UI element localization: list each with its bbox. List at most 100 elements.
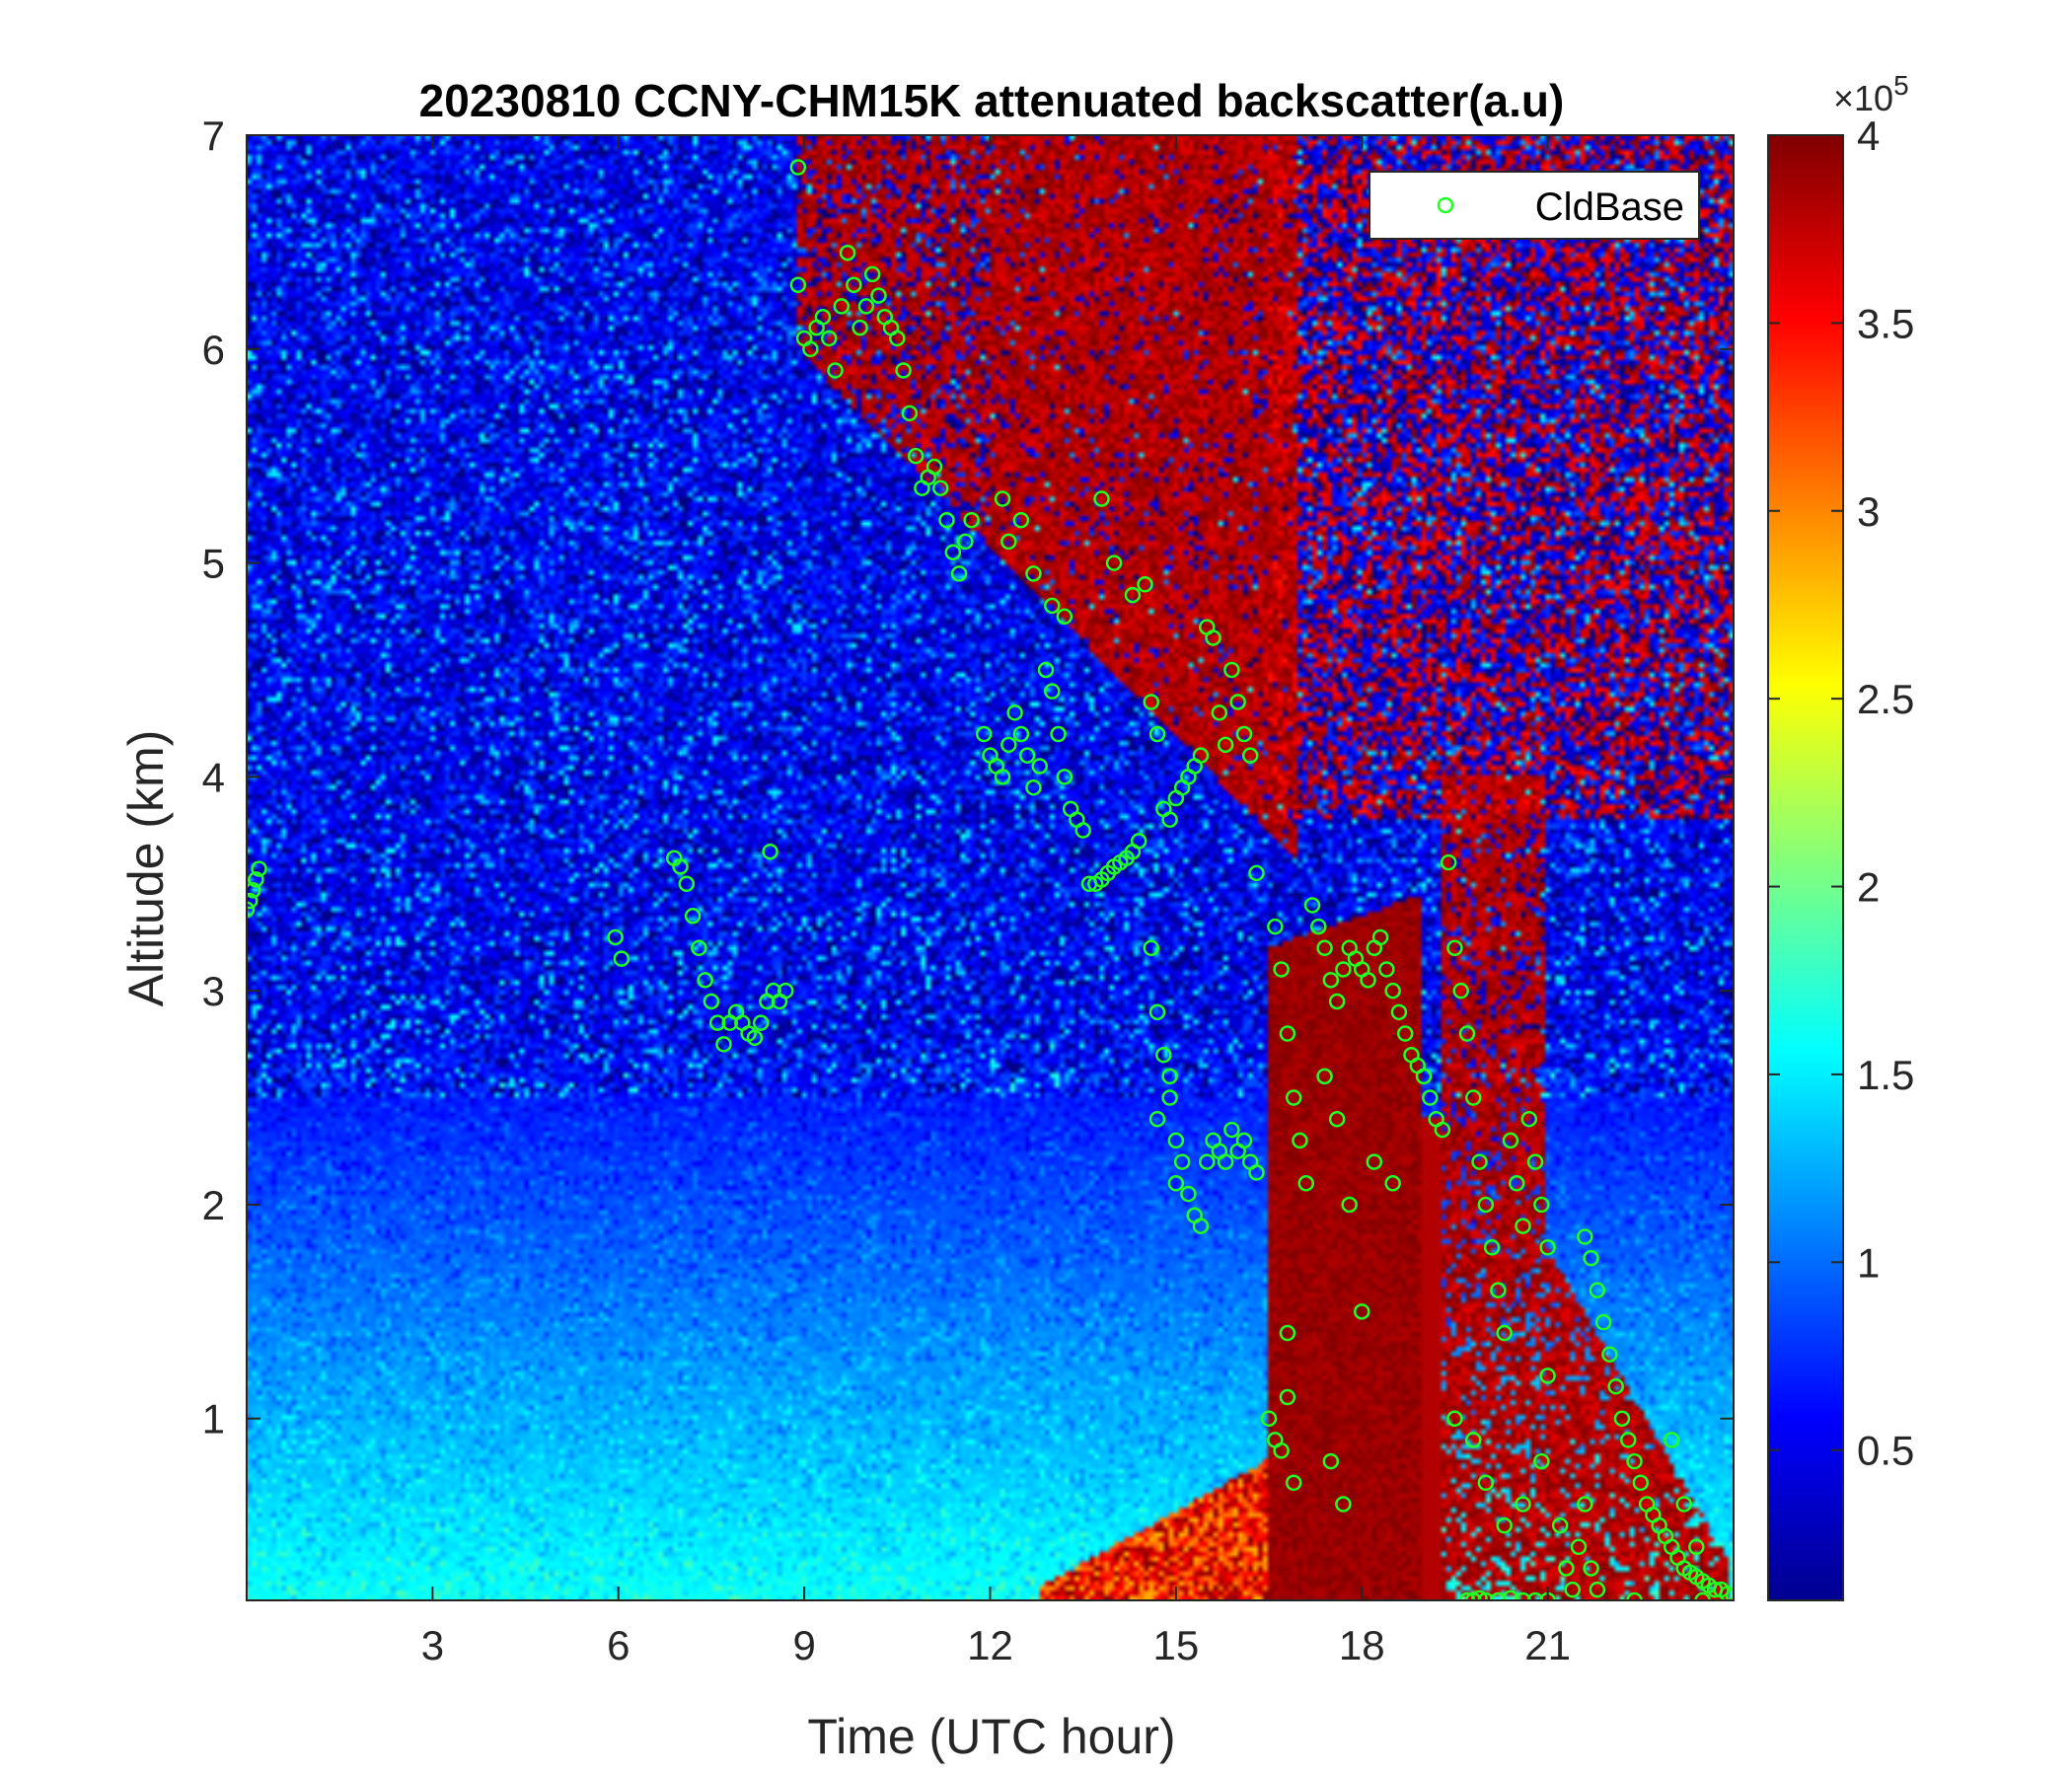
- cldbase-point: [1434, 1121, 1451, 1139]
- cldbase-point: [1446, 939, 1463, 957]
- cldbase-point: [1031, 758, 1048, 775]
- cldbase-point: [1292, 1132, 1308, 1149]
- cldbase-point: [1285, 1474, 1302, 1492]
- cldbase-point: [1322, 1452, 1340, 1470]
- cldbase-point: [1148, 725, 1166, 743]
- cldbase-point: [1526, 1153, 1544, 1170]
- cldbase-point: [1273, 961, 1290, 978]
- cldbase-point: [944, 544, 962, 560]
- cldbase-point: [1465, 1432, 1482, 1448]
- cldbase-point: [1354, 1303, 1370, 1320]
- cldbase-point: [1360, 972, 1376, 989]
- cldbase-point: [1508, 1175, 1525, 1192]
- cldbase-series: [247, 159, 1734, 1600]
- cldbase-point: [1167, 1132, 1185, 1149]
- cldbase-point: [870, 287, 887, 304]
- cldbase-point: [963, 511, 980, 529]
- cldbase-point: [901, 405, 919, 422]
- cldbase-point: [248, 871, 264, 888]
- cldbase-point: [1018, 747, 1036, 764]
- cldbase-point: [907, 447, 925, 465]
- colorbar-tick-label: 3.5: [1857, 300, 1914, 346]
- cldbase-point: [1173, 1153, 1191, 1170]
- legend-box: [1369, 171, 1700, 240]
- cldbase-point: [1037, 661, 1055, 679]
- cldbase-point: [1056, 769, 1073, 785]
- colorbar-tick-label: 2.5: [1857, 676, 1914, 722]
- colorbar-tick-label: 1: [1857, 1239, 1880, 1286]
- cldbase-point: [762, 843, 778, 860]
- cldbase-point: [703, 993, 720, 1010]
- cldbase-point: [1589, 1581, 1606, 1598]
- cldbase-point: [1205, 629, 1221, 646]
- cldbase-point: [1390, 1003, 1408, 1021]
- cldbase-point: [1223, 1121, 1240, 1139]
- cldbase-point: [672, 858, 689, 875]
- cldbase-point: [1490, 1282, 1507, 1298]
- cldbase-point: [1328, 1110, 1346, 1128]
- cldbase-point: [938, 511, 955, 529]
- cldbase-point: [1719, 1586, 1734, 1600]
- cldbase-point: [1297, 1175, 1314, 1192]
- cldbase-point: [715, 1036, 732, 1053]
- cldbase-point: [1483, 1239, 1501, 1256]
- cldbase-point: [1143, 694, 1160, 710]
- cldbase-point: [1366, 1153, 1383, 1170]
- cldbase-point: [1452, 982, 1469, 999]
- cldbase-point: [1155, 1046, 1172, 1064]
- cldbase-point: [1044, 683, 1061, 700]
- cldbase-point: [1143, 939, 1160, 957]
- cldbase-point: [684, 908, 702, 925]
- cldbase-point: [1577, 1496, 1593, 1513]
- cldbase-point: [1105, 555, 1123, 571]
- cldbase-point: [863, 265, 881, 283]
- cldbase-point: [1384, 1175, 1401, 1192]
- cldbase-point: [1316, 939, 1333, 957]
- cldbase-point: [251, 860, 267, 877]
- cldbase-point: [1626, 1591, 1643, 1600]
- cldbase-point: [777, 982, 794, 999]
- cldbase-point: [1371, 928, 1389, 946]
- cldbase-point: [1458, 1591, 1476, 1600]
- cldbase-point: [1199, 1153, 1216, 1170]
- cldbase-point: [1161, 1068, 1178, 1085]
- cldbase-point: [1477, 1474, 1495, 1492]
- cldbase-point: [1688, 1538, 1705, 1556]
- cldbase-point: [1477, 1591, 1495, 1600]
- legend-marker: [1437, 196, 1454, 214]
- y-axis-label: Altitude (km): [118, 730, 174, 1007]
- cldbase-point: [1626, 1452, 1643, 1470]
- colorbar-tick-label: 1.5: [1857, 1052, 1914, 1098]
- colorbar-tick-label: 4: [1857, 112, 1880, 159]
- cldbase-point: [1564, 1581, 1581, 1598]
- cldbase-point: [1161, 811, 1178, 828]
- cldbase-point: [1594, 1313, 1612, 1331]
- cldbase-point: [846, 276, 862, 294]
- cldbase-point: [1012, 511, 1030, 529]
- cldbase-point: [1285, 1089, 1302, 1106]
- cldbase-point: [1335, 1496, 1352, 1513]
- cldbase-point: [1025, 778, 1042, 796]
- cldbase-point: [1310, 918, 1327, 935]
- cldbase-point: [1520, 1110, 1538, 1128]
- cldbase-point: [1148, 1110, 1166, 1128]
- colorbar-multiplier-exponent: 5: [1893, 70, 1909, 101]
- cldbase-point: [1515, 1591, 1531, 1600]
- cldbase-point: [1279, 1025, 1296, 1042]
- cldbase-point: [1533, 1452, 1550, 1470]
- cldbase-point: [1229, 694, 1246, 710]
- cldbase-point: [1235, 725, 1253, 743]
- cldbase-point: [975, 725, 993, 743]
- cldbase-point: [708, 1014, 726, 1031]
- cldbase-point: [925, 458, 943, 476]
- cldbase-point: [1471, 1153, 1488, 1170]
- cldbase-point: [691, 939, 707, 957]
- cldbase-point: [678, 875, 696, 893]
- colorbar-multiplier-prefix: ×10: [1833, 78, 1893, 118]
- cldbase-point: [833, 298, 851, 315]
- cldbase-point: [1148, 1003, 1166, 1021]
- colorbar-tick-label: 0.5: [1857, 1428, 1914, 1474]
- cldbase-point: [1607, 1377, 1624, 1395]
- cldbase-point: [1211, 704, 1228, 721]
